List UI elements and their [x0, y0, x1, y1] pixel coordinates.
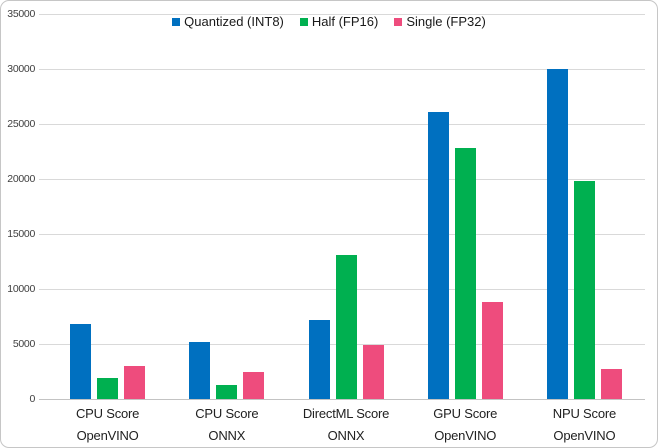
legend-swatch-icon: [172, 18, 181, 26]
bar-group: [406, 14, 525, 399]
legend-swatch-icon: [299, 18, 308, 26]
bar: [600, 369, 622, 399]
category-label: DirectML Score ONNX: [286, 403, 405, 446]
x-axis-category-labels: CPU Score OpenVINO CPU Score ONNX DirectML S…: [48, 403, 644, 446]
plot-area: [48, 14, 644, 399]
bar-group: [48, 14, 167, 399]
bar: [573, 181, 595, 399]
y-tick-label: 15000: [7, 228, 35, 240]
gridline: [39, 179, 645, 180]
gridline: [39, 124, 645, 125]
category-label-line: CPU Score: [75, 406, 140, 421]
y-tick-label: 30000: [7, 63, 35, 75]
y-tick-label: 35000: [7, 8, 35, 20]
y-tick-label: 0: [29, 393, 35, 405]
category-label: CPU Score OpenVINO: [48, 403, 167, 446]
y-tick-label: 20000: [7, 173, 35, 185]
bar: [124, 366, 146, 399]
legend-item: Quantized (INT8): [172, 14, 284, 29]
gridline: [39, 69, 645, 70]
bar: [216, 384, 238, 399]
bar: [454, 148, 476, 399]
category-label-line: CPU Score: [195, 406, 259, 421]
category-label-line: OpenVINO: [76, 427, 139, 443]
legend-label: Half (FP16): [311, 14, 379, 29]
category-label-line: DirectML Score: [302, 406, 390, 421]
category-label: CPU Score ONNX: [167, 403, 286, 446]
y-tick-label: 5000: [12, 338, 35, 350]
bar: [546, 69, 568, 399]
bar-group: [525, 14, 644, 399]
legend-item: Single (FP32): [394, 14, 486, 29]
bar: [481, 302, 503, 399]
gridline: [39, 234, 645, 235]
bar: [308, 319, 330, 399]
y-tick-label: 25000: [7, 118, 35, 130]
legend-label: Quantized (INT8): [184, 14, 284, 29]
category-label-line: ONNX: [327, 427, 365, 443]
bar: [189, 341, 211, 399]
category-label-line: OpenVINO: [434, 427, 497, 443]
bar: [362, 345, 384, 399]
bar: [70, 324, 92, 399]
x-axis-baseline: [39, 399, 645, 400]
category-label-line: GPU Score: [433, 406, 498, 421]
bar: [427, 111, 449, 399]
chart-legend: Quantized (INT8) Half (FP16) Single (FP32): [1, 14, 657, 29]
category-label-line: NPU Score: [552, 406, 617, 421]
bar: [335, 254, 357, 399]
legend-item: Half (FP16): [299, 14, 379, 29]
category-label-line: ONNX: [208, 427, 246, 443]
bar: [243, 371, 265, 399]
category-label: NPU Score OpenVINO: [525, 403, 644, 446]
bar-group: [286, 14, 405, 399]
y-tick-label: 10000: [7, 283, 35, 295]
legend-swatch-icon: [394, 18, 403, 26]
legend-label: Single (FP32): [406, 14, 486, 29]
gridline: [39, 14, 645, 15]
bar-group: [167, 14, 286, 399]
category-label-line: OpenVINO: [553, 427, 616, 443]
category-label: GPU Score OpenVINO: [406, 403, 525, 446]
bar: [97, 377, 119, 399]
